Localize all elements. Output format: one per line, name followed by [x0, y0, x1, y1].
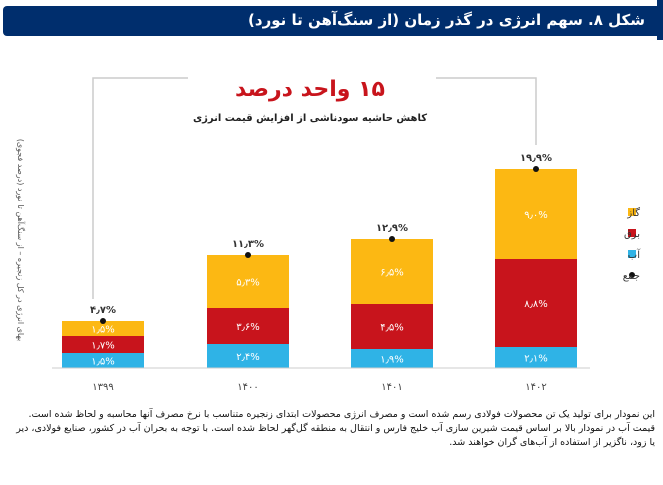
data-label-water-3: ۲٫۱%	[524, 354, 548, 365]
data-label-electricity-3: ۸٫۸%	[524, 299, 548, 310]
legend-label-gas: گاز	[626, 207, 640, 219]
total-point-1	[245, 252, 251, 258]
data-label-water-1: ۲٫۴%	[236, 352, 260, 363]
bar-electricity-1	[207, 308, 289, 344]
figure-header: شکل ۸. سهم انرژی در گذر زمان (از سنگ‌آهن…	[0, 0, 663, 40]
data-label-gas-0: ۱٫۵%	[91, 325, 115, 336]
total-label-1: ۱۱٫۳%	[232, 239, 264, 250]
total-point-0	[100, 318, 106, 324]
x-tick-label-3: ۱۴۰۲	[525, 382, 546, 393]
x-tick-label-0: ۱۳۹۹	[92, 382, 113, 393]
bar-water-2	[351, 349, 433, 368]
data-label-water-2: ۱٫۹%	[380, 355, 404, 366]
legend-swatch-water	[628, 250, 636, 258]
header-tab	[657, 0, 663, 40]
total-label-2: ۱۲٫۹%	[376, 223, 408, 234]
annotation-headline: ۱۵ واحد درصد	[235, 77, 385, 102]
bar-gas-0	[62, 321, 144, 336]
header-bar	[3, 6, 663, 36]
annotation-subline: کاهش حاشیه سودناشی از افزایش قیمت انرژی	[193, 113, 427, 124]
bracket-right	[436, 77, 537, 145]
data-label-electricity-2: ۴٫۵%	[380, 323, 404, 334]
stacked-bar-chart: ۱۵ واحد درصد کاهش حاشیه سودناشی از افزای…	[16, 77, 642, 393]
total-label-3: ۱۹٫۹%	[520, 153, 552, 164]
data-label-gas-2: ۶٫۵%	[380, 268, 404, 279]
legend-swatch-electricity	[628, 229, 636, 237]
x-tick-label-1: ۱۴۰۰	[237, 382, 258, 393]
data-label-gas-1: ۵٫۳%	[236, 278, 260, 289]
data-label-electricity-1: ۳٫۶%	[236, 322, 260, 333]
legend-label-electricity: برق	[624, 229, 640, 240]
bar-water-3	[495, 347, 577, 368]
total-label-0: ۴٫۷%	[90, 305, 116, 316]
legend-swatch-gas	[628, 208, 636, 216]
x-tick-label-2: ۱۴۰۱	[381, 382, 402, 393]
legend-swatch-total	[629, 272, 635, 278]
bar-electricity-2	[351, 304, 433, 349]
data-label-water-0: ۱٫۵%	[91, 357, 115, 368]
bar-water-0	[62, 353, 144, 368]
total-point-3	[533, 166, 539, 172]
bar-gas-2	[351, 239, 433, 304]
figure-title: شکل ۸. سهم انرژی در گذر زمان (از سنگ‌آهن…	[248, 11, 645, 29]
total-point-2	[389, 236, 395, 242]
bar-electricity-3	[495, 259, 577, 347]
bar-water-1	[207, 344, 289, 368]
data-label-electricity-0: ۱٫۷%	[91, 341, 115, 352]
bars: ۱٫۵% ۱٫۷% ۱٫۵% ۴٫۷% ۱۳۹۹ ۲٫۴% ۳٫۶% ۵٫۳% ۱۱٫۳% ۱۴۰…	[52, 153, 590, 393]
note-1: این نمودار برای تولید یک تن محصولات فولا…	[28, 409, 655, 420]
y-axis-label: بهای انرژی در کل زنجیره – از سنگ‌آهن تا …	[16, 139, 26, 342]
legend-label-water: آب	[628, 248, 641, 261]
note-2: قیمت آب در نمودار بالا بر اساس قیمت شیری…	[16, 423, 655, 448]
bar-gas-1	[207, 255, 289, 308]
bracket-left	[92, 77, 188, 299]
data-label-gas-3: ۹٫۰%	[524, 210, 548, 221]
legend-label-total: جمع	[623, 271, 640, 282]
bar-electricity-0	[62, 336, 144, 353]
figure-notes: این نمودار برای تولید یک تن محصولات فولا…	[8, 408, 655, 450]
difference-bracket	[92, 77, 537, 299]
bar-gas-3	[495, 169, 577, 259]
legend: گاز برق آب جمع	[623, 207, 642, 282]
